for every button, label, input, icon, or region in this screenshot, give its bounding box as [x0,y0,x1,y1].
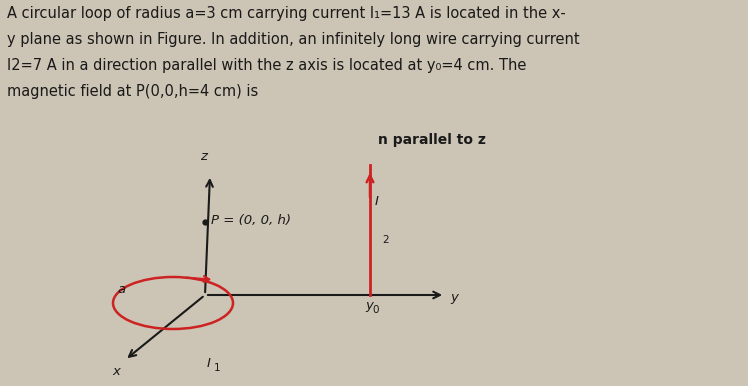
Text: I2=7 A in a direction parallel with the z axis is located at y₀=4 cm. The: I2=7 A in a direction parallel with the … [7,58,527,73]
Text: A circular loop of radius a=3 cm carrying current I₁=13 A is located in the x-: A circular loop of radius a=3 cm carryin… [7,6,565,21]
Text: y: y [450,291,458,303]
Text: n̂ parallel to ẑ: n̂ parallel to ẑ [0,385,1,386]
Text: 1: 1 [214,363,221,373]
Text: magnetic field at P(0,0,h=4 cm) is: magnetic field at P(0,0,h=4 cm) is [7,84,258,99]
Text: y: y [365,299,373,312]
Text: I: I [375,195,379,208]
Text: z: z [200,150,207,163]
Text: a: a [117,283,125,296]
Text: ̂n parallel to ž: ̂n parallel to ž [0,385,1,386]
Text: y plane as shown in Figure. In addition, an infinitely long wire carrying curren: y plane as shown in Figure. In addition,… [7,32,580,47]
Text: P = (0, 0, h): P = (0, 0, h) [211,214,291,227]
Text: 2: 2 [382,235,389,245]
Text: I: I [207,357,211,370]
Text: n parallel to z: n parallel to z [378,133,486,147]
Text: x: x [112,365,120,378]
Text: 0: 0 [372,305,378,315]
